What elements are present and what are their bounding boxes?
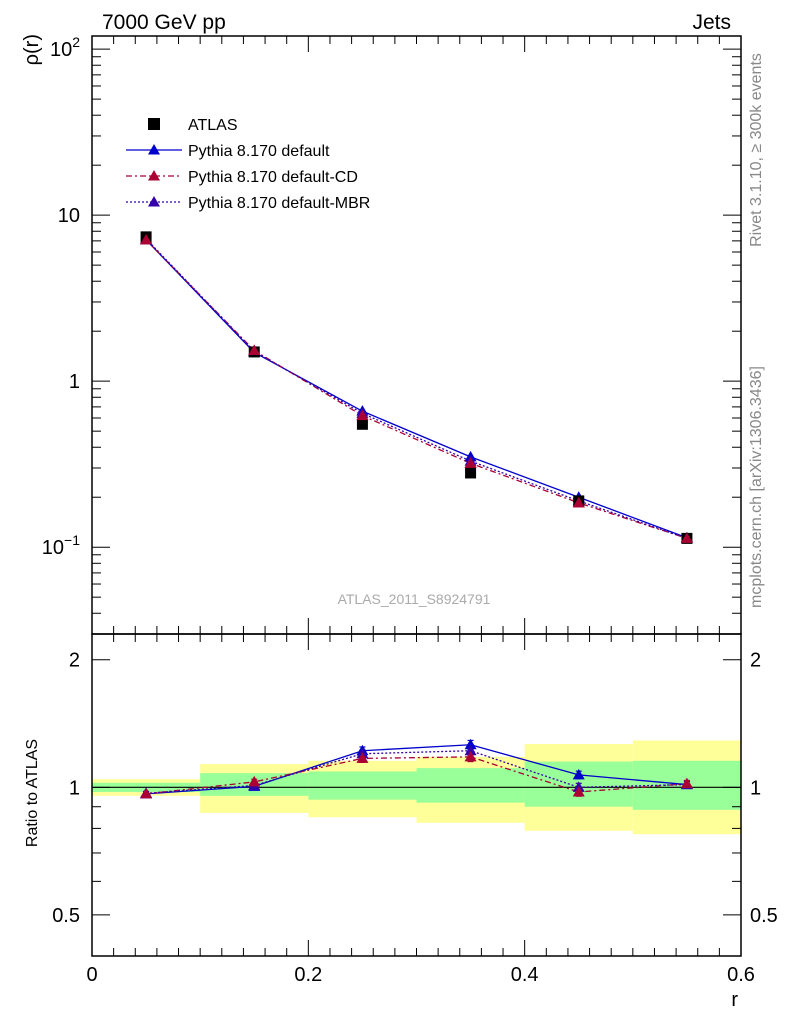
header-left: 7000 GeV pp bbox=[102, 11, 226, 34]
ytick-main-exp-0: −1 bbox=[64, 532, 80, 548]
legend-marker-2 bbox=[148, 170, 160, 181]
ratio-point-1-1 bbox=[248, 775, 261, 787]
legend-label-1: Pythia 8.170 default bbox=[188, 143, 330, 160]
main-point-top-2-1 bbox=[248, 344, 261, 356]
rivet-label: Rivet 3.1.10, ≥ 300k events bbox=[748, 53, 765, 247]
ytick-main-label-2: 10 bbox=[58, 205, 80, 227]
ytick-ratio-label-r-0: 0.5 bbox=[750, 905, 778, 927]
ratio-series-layer bbox=[140, 738, 693, 799]
ratio-point-1-2 bbox=[356, 752, 369, 763]
main-series-layer bbox=[140, 231, 693, 544]
xlabel: r bbox=[731, 989, 738, 1011]
ratio-line-2 bbox=[146, 750, 687, 794]
xtick-label-1: 0.2 bbox=[294, 964, 322, 986]
atlas-point-3 bbox=[465, 467, 477, 479]
main-line-3 bbox=[145, 238, 688, 539]
analysis-label: ATLAS_2011_S8924791 bbox=[338, 591, 491, 607]
ratio-ylabel: Ratio to ATLAS bbox=[24, 739, 41, 847]
ytick-main-label-0: 10−1 bbox=[42, 532, 80, 559]
ratio-point-2-3 bbox=[464, 744, 477, 756]
legend: ATLAS Pythia 8.170 default Pythia 8.170 de… bbox=[126, 117, 370, 212]
ytick-ratio-label-l-1: 1 bbox=[69, 777, 80, 799]
main-point-top-2-5 bbox=[680, 532, 693, 543]
mcplots-label: mcplots.cern.ch [arXiv:1306.3436] bbox=[748, 366, 765, 608]
ytick-ratio-label-r-2: 2 bbox=[750, 650, 761, 672]
atlas-point-2 bbox=[356, 418, 368, 430]
main-line-2 bbox=[145, 239, 688, 539]
ytick-main-label-1: 1 bbox=[69, 371, 80, 393]
legend-marker-atlas bbox=[148, 118, 160, 130]
legend-marker-1 bbox=[148, 144, 160, 155]
ytick-main-base-0: 10 bbox=[42, 537, 64, 559]
xtick-label-0: 0 bbox=[86, 964, 97, 986]
ytick-ratio-label-r-1: 1 bbox=[750, 777, 761, 799]
legend-label-3: Pythia 8.170 default-MBR bbox=[188, 195, 370, 212]
main-point-top-2-2 bbox=[356, 409, 369, 421]
ytick-ratio-label-l-0: 0.5 bbox=[52, 905, 80, 927]
xtick-label-2: 0.4 bbox=[511, 964, 539, 986]
band-inner-2 bbox=[308, 771, 417, 800]
main-ylabel: ρ(r) bbox=[21, 34, 43, 65]
ratio-point-0-4 bbox=[572, 768, 585, 780]
band-inner-3 bbox=[416, 768, 525, 803]
ytick-ratio-label-l-2: 2 bbox=[69, 650, 80, 672]
legend-marker-3 bbox=[148, 196, 160, 207]
main-point-top-2-0 bbox=[140, 233, 153, 245]
ratio-point-1-0 bbox=[140, 787, 153, 799]
main-point-top-2-3 bbox=[464, 457, 477, 468]
main-line-1 bbox=[145, 239, 688, 539]
legend-label-0: ATLAS bbox=[188, 117, 238, 134]
ytick-main-exp-3: 2 bbox=[72, 34, 80, 50]
xtick-label-3: 0.6 bbox=[727, 964, 755, 986]
ratio-point-0-3 bbox=[464, 738, 477, 750]
ratio-point-1-4 bbox=[572, 785, 585, 797]
header-right: Jets bbox=[692, 11, 731, 34]
ytick-main-base-3: 10 bbox=[50, 39, 72, 61]
ratio-point-1-5 bbox=[680, 777, 693, 789]
main-point-top-2-4 bbox=[572, 496, 585, 508]
ratio-line-0 bbox=[146, 744, 687, 795]
ytick-main-label-3: 102 bbox=[50, 34, 80, 61]
ratio-point-1-3 bbox=[464, 750, 477, 762]
legend-label-2: Pythia 8.170 default-CD bbox=[188, 169, 358, 186]
